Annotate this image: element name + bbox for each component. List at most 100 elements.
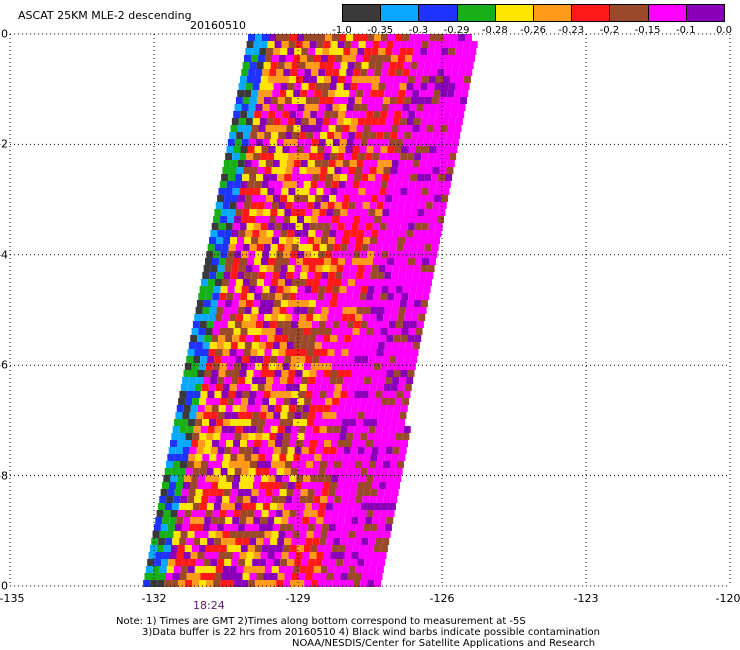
swath-cell <box>429 181 437 188</box>
swath-cell <box>370 160 378 167</box>
swath-cell <box>454 125 462 132</box>
swath-cell <box>305 209 313 216</box>
swath-cell <box>237 307 245 314</box>
swath-cell <box>194 384 202 391</box>
swath-cell <box>321 90 329 97</box>
swath-cell <box>224 412 232 419</box>
swath-cell <box>406 83 414 90</box>
swath-cell <box>340 356 348 363</box>
swath-cell <box>321 342 329 349</box>
swath-cell <box>306 384 314 391</box>
swath-cell <box>287 118 295 125</box>
swath-cell <box>255 580 263 587</box>
swath-cell <box>197 370 205 377</box>
swath-cell <box>213 216 221 223</box>
swath-cell <box>340 573 348 580</box>
swath-cell <box>347 279 355 286</box>
swath-cell <box>209 454 217 461</box>
swath-cell <box>368 97 376 104</box>
swath-cell <box>345 181 353 188</box>
swath-cell <box>242 356 250 363</box>
swath-cell <box>399 447 407 454</box>
swath-cell <box>229 202 237 209</box>
swath-cell <box>412 342 420 349</box>
swath-cell <box>259 83 267 90</box>
grid-lines <box>9 33 731 587</box>
swath-cell <box>359 440 367 447</box>
swath-cell <box>358 188 366 195</box>
swath-cell <box>272 524 280 531</box>
swath-cell <box>273 230 281 237</box>
swath-cell <box>305 391 313 398</box>
swath-cell <box>321 307 329 314</box>
swath-cell <box>189 377 197 384</box>
swath-cell <box>371 559 379 566</box>
swath-cell <box>159 496 167 503</box>
swath-cell <box>310 475 318 482</box>
swath-cell <box>350 412 358 419</box>
swath-cell <box>427 195 435 202</box>
swath-cell <box>378 230 386 237</box>
swath-cell <box>305 426 313 433</box>
swath-cell <box>289 111 297 118</box>
swath-cell <box>270 62 278 69</box>
swath-cell <box>236 496 244 503</box>
swath-cell <box>292 55 300 62</box>
swath-cell <box>176 552 184 559</box>
swath-cell <box>270 244 278 251</box>
swath-cell <box>345 328 353 335</box>
swath-cell <box>244 160 252 167</box>
swath-cell <box>293 90 301 97</box>
swath-cell <box>356 489 364 496</box>
swath-cell <box>271 566 279 573</box>
swath-cell <box>420 195 428 202</box>
swath-cell <box>199 321 207 328</box>
swath-cell <box>322 118 330 125</box>
swath-cell <box>173 531 181 538</box>
swath-cell <box>320 202 328 209</box>
swath-cell <box>373 510 381 517</box>
swath-cell <box>209 342 217 349</box>
swath-cell <box>312 209 320 216</box>
swath-cell <box>420 265 428 272</box>
swath-cell <box>281 258 289 265</box>
swath-cell <box>421 223 429 230</box>
swath-cell <box>321 237 329 244</box>
swath-cell <box>179 426 187 433</box>
swath-cell <box>285 314 293 321</box>
swath-cell <box>406 300 414 307</box>
swath-cell <box>294 377 302 384</box>
swath-cell <box>290 104 298 111</box>
swath-cell <box>269 398 277 405</box>
swath-cell <box>356 524 364 531</box>
swath-cell <box>360 286 368 293</box>
swath-cell <box>384 419 392 426</box>
swath-cell <box>245 447 253 454</box>
swath-cell <box>314 342 322 349</box>
swath-cell <box>291 174 299 181</box>
swath-cell <box>322 482 330 489</box>
swath-cell <box>383 461 391 468</box>
swath-cell <box>186 391 194 398</box>
swath-cell <box>396 426 404 433</box>
swath-cell <box>360 139 368 146</box>
swath-cell <box>233 111 241 118</box>
swath-cell <box>218 517 226 524</box>
swath-cell <box>360 34 367 41</box>
swath-cell <box>431 244 439 251</box>
swath-cell <box>295 405 303 412</box>
swath-cell <box>304 69 312 76</box>
swath-cell <box>232 188 240 195</box>
swath-cell <box>273 265 281 272</box>
swath-cell <box>375 391 383 398</box>
swath-cell <box>338 510 346 517</box>
swath-cell <box>322 447 330 454</box>
swath-cell <box>385 83 393 90</box>
swath-cell <box>174 454 182 461</box>
swath-cell <box>279 160 287 167</box>
swath-cell <box>207 426 215 433</box>
swath-cell <box>167 489 175 496</box>
swath-cell <box>465 69 473 76</box>
swath-cell <box>172 538 180 545</box>
swath-cell <box>312 97 320 104</box>
